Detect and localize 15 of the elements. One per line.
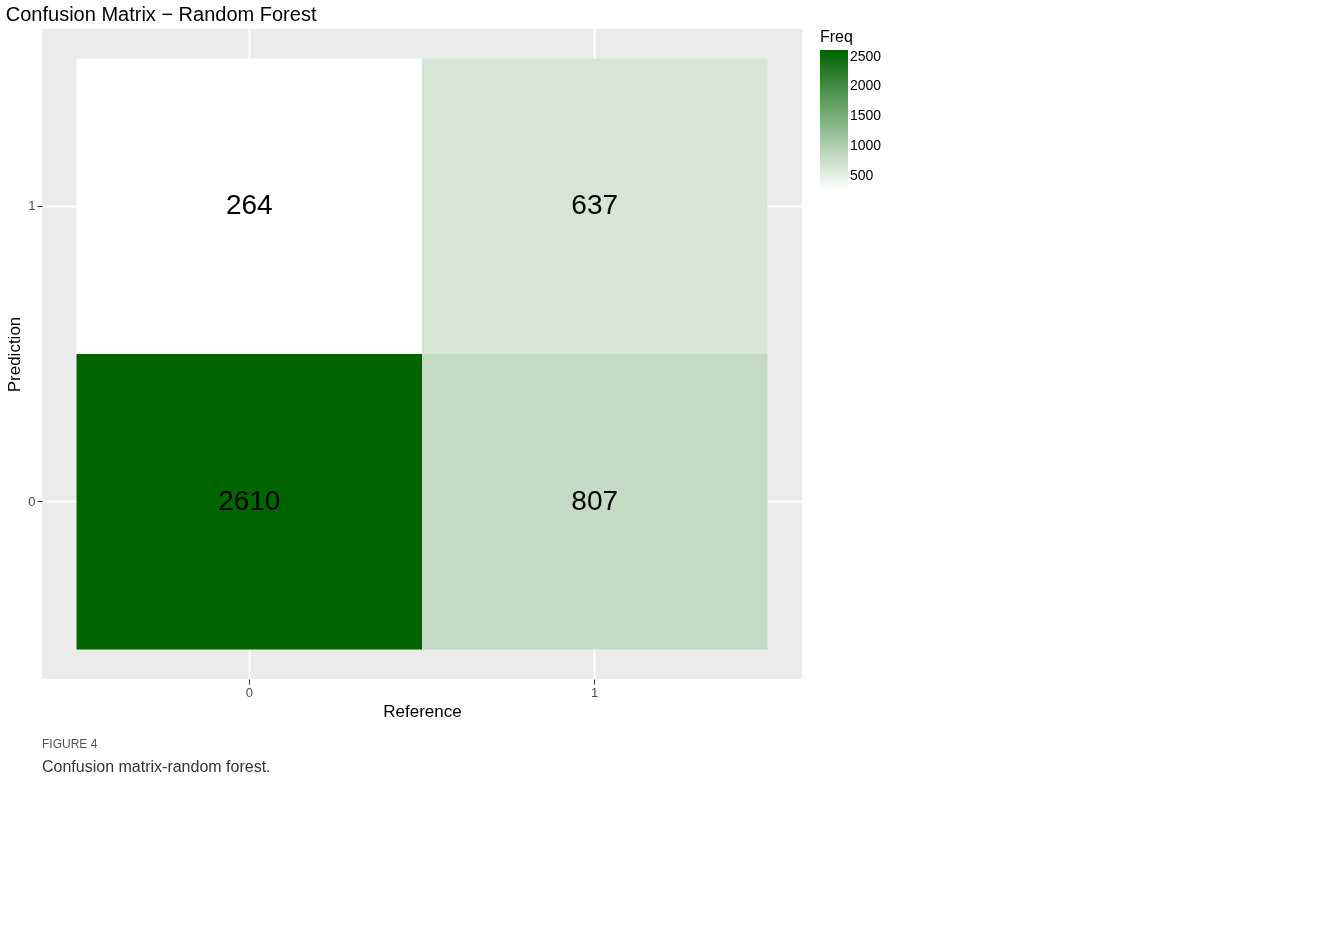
data-label: 264 — [225, 189, 273, 221]
chart-title: Confusion Matrix − Random Forest — [5, 3, 317, 25]
data-label: 807 — [571, 484, 619, 516]
data-label: 637 — [571, 189, 619, 221]
color-bar-label: 1500 — [850, 107, 882, 124]
caption: FIGURE 4 — [42, 737, 98, 751]
data-label: 2610 — [218, 484, 281, 516]
color-bar-label: 2000 — [850, 77, 882, 94]
x-axis-title: Reference — [383, 701, 462, 721]
color-bar-label: 1000 — [850, 137, 882, 154]
text: Confusion matrix-random forest. — [42, 758, 271, 775]
y-axis-title: Prediction — [5, 316, 25, 393]
legend-title: Freq — [820, 28, 853, 45]
color-bar-label: 500 — [850, 166, 874, 183]
color-bar-label: 2500 — [850, 47, 882, 64]
